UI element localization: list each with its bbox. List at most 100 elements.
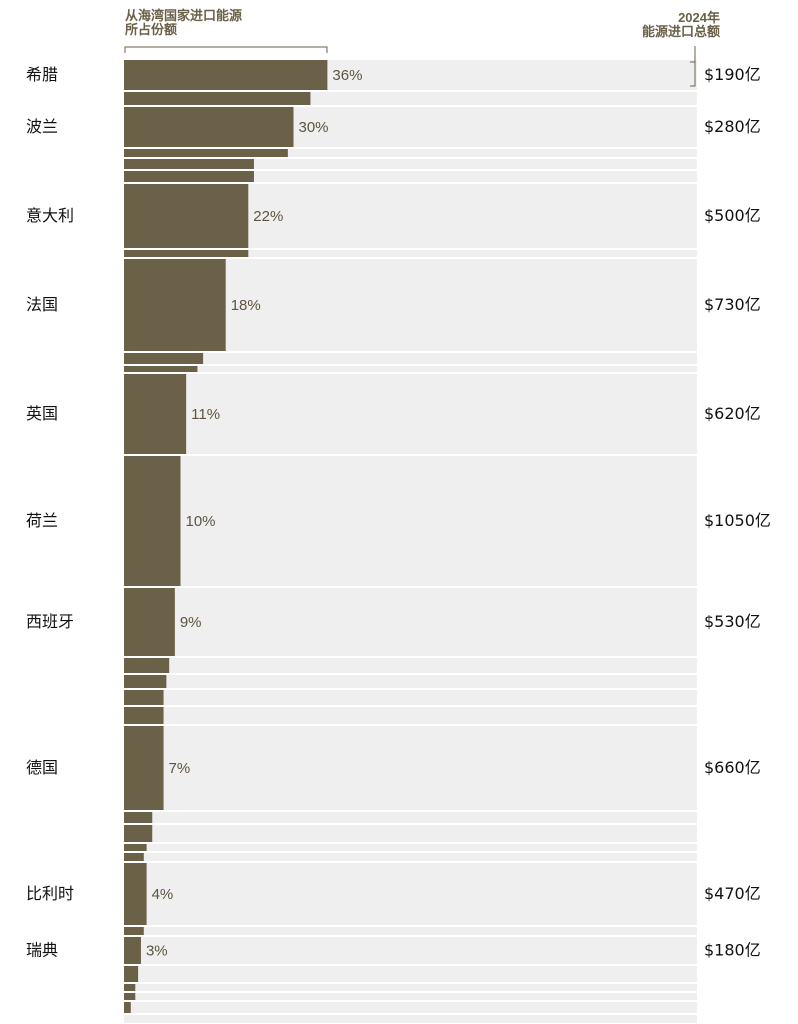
total-label-18: $660亿	[704, 758, 761, 777]
share-label-25: 3%	[146, 943, 168, 960]
track-4	[124, 159, 697, 169]
bar-16	[124, 690, 164, 705]
row-16	[124, 690, 697, 705]
bar-28	[124, 993, 136, 1000]
total-label-11: $620亿	[704, 404, 761, 423]
share-header-line2: 所占份额	[125, 22, 178, 37]
share-label-2: 30%	[299, 119, 329, 136]
row-8: 18% 法国 $730亿	[26, 259, 761, 351]
row-17	[124, 707, 697, 724]
row-23: 4% 比利时 $470亿	[26, 863, 761, 925]
bar-3	[124, 149, 288, 157]
total-label-6: $500亿	[704, 206, 761, 225]
share-label-13: 9%	[180, 614, 202, 631]
row-30	[124, 1015, 697, 1023]
row-12: 10% 荷兰 $1050亿	[26, 456, 771, 586]
share-label-0: 36%	[332, 67, 362, 84]
total-label-0: $190亿	[704, 65, 761, 84]
row-2: 30% 波兰 $280亿	[26, 107, 761, 147]
share-label-23: 4%	[152, 886, 174, 903]
track-15	[124, 675, 697, 688]
bar-8	[124, 259, 226, 351]
row-22	[124, 853, 697, 861]
track-11	[124, 374, 697, 454]
total-label-13: $530亿	[704, 612, 761, 631]
row-24	[124, 927, 697, 935]
country-label-18: 德国	[26, 758, 58, 777]
bar-29	[124, 1002, 131, 1013]
row-11: 11% 英国 $620亿	[26, 374, 761, 454]
track-3	[124, 149, 697, 157]
bar-11	[124, 374, 187, 454]
bar-26	[124, 966, 139, 982]
track-28	[124, 993, 697, 1000]
total-label-8: $730亿	[704, 295, 761, 314]
row-18: 7% 德国 $660亿	[26, 726, 761, 810]
row-0: 36% 希腊 $190亿	[26, 60, 761, 90]
row-15	[124, 675, 697, 688]
country-label-23: 比利时	[26, 884, 74, 903]
bar-2	[124, 107, 294, 147]
track-22	[124, 853, 697, 861]
row-5	[124, 171, 697, 182]
track-9	[124, 353, 697, 364]
bar-25	[124, 937, 141, 964]
row-20	[124, 825, 697, 842]
total-label-2: $280亿	[704, 117, 761, 136]
row-13: 9% 西班牙 $530亿	[26, 588, 761, 656]
bar-13	[124, 588, 175, 656]
track-13	[124, 588, 697, 656]
share-label-18: 7%	[169, 760, 191, 777]
total-header: 2024年 能源进口总额	[642, 11, 720, 39]
country-label-13: 西班牙	[26, 612, 74, 631]
bar-18	[124, 726, 164, 810]
share-label-8: 18%	[231, 297, 261, 314]
bar-6	[124, 184, 249, 248]
total-header-line1: 2024年	[678, 10, 720, 25]
track-16	[124, 690, 697, 705]
country-label-6: 意大利	[26, 206, 74, 225]
track-20	[124, 825, 697, 842]
track-23	[124, 863, 697, 925]
bar-23	[124, 863, 147, 925]
bar-27	[124, 984, 136, 991]
bar-24	[124, 927, 144, 935]
track-26	[124, 966, 697, 982]
row-10	[124, 366, 697, 372]
row-29	[124, 1002, 697, 1013]
track-29	[124, 1002, 697, 1013]
row-3	[124, 149, 697, 157]
row-14	[124, 658, 697, 673]
bar-14	[124, 658, 170, 673]
country-label-12: 荷兰	[26, 511, 58, 530]
bar-10	[124, 366, 198, 372]
total-header-line2: 能源进口总额	[641, 24, 720, 39]
track-18	[124, 726, 697, 810]
country-label-25: 瑞典	[26, 941, 58, 960]
row-9	[124, 353, 697, 364]
bar-22	[124, 853, 144, 861]
row-27	[124, 984, 697, 991]
track-25	[124, 937, 697, 964]
country-label-2: 波兰	[26, 117, 58, 136]
share-header-bracket	[124, 46, 328, 53]
track-12	[124, 456, 697, 586]
share-header-line1: 从海湾国家进口能源	[125, 8, 243, 23]
row-21	[124, 844, 697, 851]
row-1	[124, 92, 697, 105]
country-label-0: 希腊	[26, 65, 58, 84]
row-28	[124, 993, 697, 1000]
bar-20	[124, 825, 153, 842]
bar-4	[124, 159, 254, 169]
share-label-12: 10%	[186, 513, 216, 530]
track-5	[124, 171, 697, 182]
track-19	[124, 812, 697, 823]
row-7	[124, 250, 697, 257]
total-header-bracket	[690, 46, 696, 87]
track-14	[124, 658, 697, 673]
row-4	[124, 159, 697, 169]
track-17	[124, 707, 697, 724]
bar-21	[124, 844, 147, 851]
track-30	[124, 1015, 697, 1023]
